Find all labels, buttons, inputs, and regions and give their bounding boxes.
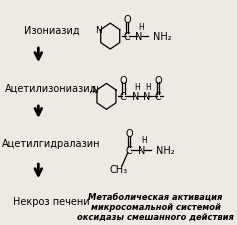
Text: N: N: [135, 32, 143, 42]
Text: Изониазид: Изониазид: [24, 25, 79, 35]
Text: N: N: [132, 92, 139, 102]
Text: H: H: [141, 136, 147, 145]
Text: O: O: [123, 15, 131, 25]
Text: NH₂: NH₂: [153, 32, 171, 42]
Text: C: C: [124, 32, 131, 42]
Text: O: O: [125, 129, 133, 139]
Text: Некроз печени: Некроз печени: [13, 196, 90, 206]
Text: N: N: [91, 86, 98, 95]
Text: Ацетилгидралазин: Ацетилгидралазин: [2, 139, 101, 148]
Text: Ацетилизониазид: Ацетилизониазид: [5, 83, 98, 93]
Text: N: N: [143, 92, 150, 102]
Text: C: C: [120, 92, 127, 102]
Text: O: O: [155, 75, 162, 85]
Text: H: H: [145, 83, 151, 91]
Text: CH₃: CH₃: [110, 164, 128, 174]
Text: O: O: [119, 75, 127, 85]
Text: N: N: [138, 145, 146, 155]
Text: Метаболическая активация
микросомальной системой
оксидазы смешанного действия: Метаболическая активация микросомальной …: [77, 192, 234, 221]
Text: H: H: [134, 83, 140, 91]
Text: C: C: [126, 145, 132, 155]
Text: C: C: [155, 92, 162, 102]
Text: N: N: [95, 26, 102, 35]
Text: NH₂: NH₂: [156, 145, 174, 155]
Text: H: H: [138, 22, 144, 32]
